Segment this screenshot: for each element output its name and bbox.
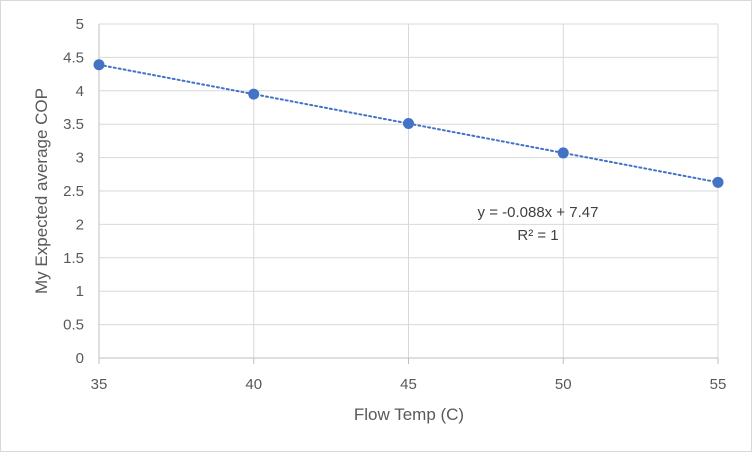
- y-axis-title: My Expected average COP: [32, 88, 51, 294]
- y-tick-label: 5: [76, 16, 84, 33]
- y-tick-labels: 0 0.5 1 1.5 2 2.5 3 3.5 4 4.5 5: [63, 16, 84, 367]
- trendline-equation: y = -0.088x + 7.47: [478, 204, 599, 221]
- x-tick-label: 35: [91, 376, 108, 393]
- y-tick-label: 2: [76, 216, 84, 233]
- axes: [98, 24, 719, 364]
- x-tick-label: 40: [245, 376, 262, 393]
- y-tick-label: 4.5: [63, 49, 84, 66]
- data-point: [93, 59, 105, 71]
- y-tick-label: 1.5: [63, 250, 84, 267]
- y-tick-label: 2.5: [63, 183, 84, 200]
- y-tick-label: 0: [76, 350, 84, 367]
- data-point: [557, 147, 569, 159]
- y-tick-label: 3: [76, 150, 84, 167]
- x-tick-label: 55: [710, 376, 727, 393]
- data-point: [712, 176, 724, 188]
- x-tick-labels: 35 40 45 50 55: [91, 376, 727, 393]
- y-tick-label: 0.5: [63, 317, 84, 334]
- y-tick-label: 1: [76, 283, 84, 300]
- trendline-r-squared: R² = 1: [517, 227, 558, 244]
- data-point: [403, 118, 414, 130]
- x-tick-label: 45: [400, 376, 417, 393]
- y-tick-label: 4: [76, 83, 84, 100]
- data-point: [248, 88, 260, 100]
- data-points: [93, 59, 724, 188]
- gridlines: [99, 23, 719, 358]
- x-axis-title: Flow Temp (C): [354, 405, 464, 424]
- x-tick-label: 50: [555, 376, 572, 393]
- y-tick-label: 3.5: [63, 116, 84, 133]
